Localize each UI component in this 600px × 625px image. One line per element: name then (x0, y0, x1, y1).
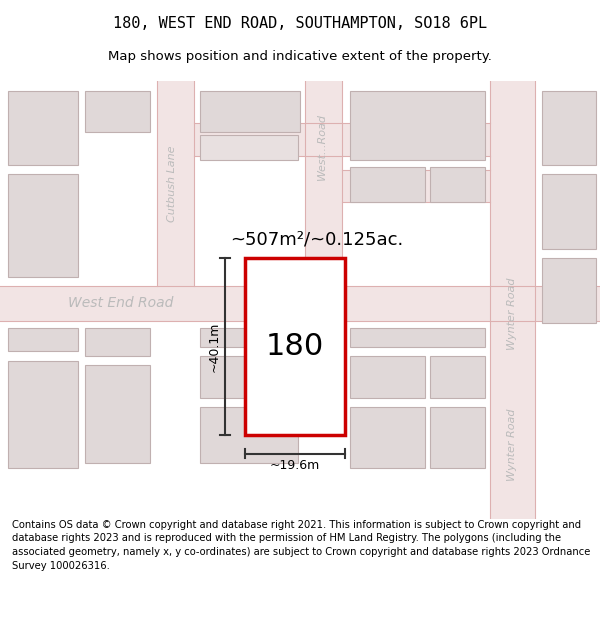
Text: 180, WEST END ROAD, SOUTHAMPTON, SO18 6PL: 180, WEST END ROAD, SOUTHAMPTON, SO18 6P… (113, 16, 487, 31)
Text: 180: 180 (266, 332, 324, 361)
Bar (430, 407, 485, 468)
Bar (85, 91, 150, 132)
Bar (200, 407, 298, 463)
Text: ~19.6m: ~19.6m (270, 459, 320, 472)
Bar (200, 135, 298, 161)
Bar (0, 286, 600, 321)
Bar (200, 356, 298, 398)
Bar (430, 356, 485, 398)
Text: Cutbush Lane: Cutbush Lane (167, 146, 177, 222)
Text: West End Road: West End Road (68, 296, 173, 310)
Bar (350, 356, 425, 398)
Text: ~40.1m: ~40.1m (208, 321, 221, 372)
Bar (200, 91, 300, 132)
Bar (200, 328, 298, 346)
Bar (245, 258, 345, 435)
Bar (8, 328, 78, 351)
Bar (8, 91, 78, 165)
Bar (350, 328, 485, 346)
Bar (85, 365, 150, 463)
Bar (8, 174, 78, 277)
Bar (542, 258, 596, 323)
Text: Wynter Road: Wynter Road (507, 408, 517, 481)
Bar (85, 328, 150, 356)
Text: Map shows position and indicative extent of the property.: Map shows position and indicative extent… (108, 51, 492, 63)
Bar (490, 81, 535, 519)
Bar (350, 167, 425, 202)
Bar (194, 123, 490, 156)
Text: Contains OS data © Crown copyright and database right 2021. This information is : Contains OS data © Crown copyright and d… (12, 520, 590, 571)
Bar (350, 407, 425, 468)
Bar (342, 169, 490, 202)
Text: Wynter Road: Wynter Road (507, 278, 517, 350)
Text: West...Road: West...Road (317, 113, 327, 180)
Bar (305, 81, 342, 286)
Bar (350, 91, 485, 161)
Bar (542, 91, 596, 165)
Bar (542, 174, 596, 249)
Bar (157, 81, 194, 286)
Bar (8, 361, 78, 468)
Bar (430, 167, 485, 202)
Text: ~507m²/~0.125ac.: ~507m²/~0.125ac. (230, 231, 403, 249)
